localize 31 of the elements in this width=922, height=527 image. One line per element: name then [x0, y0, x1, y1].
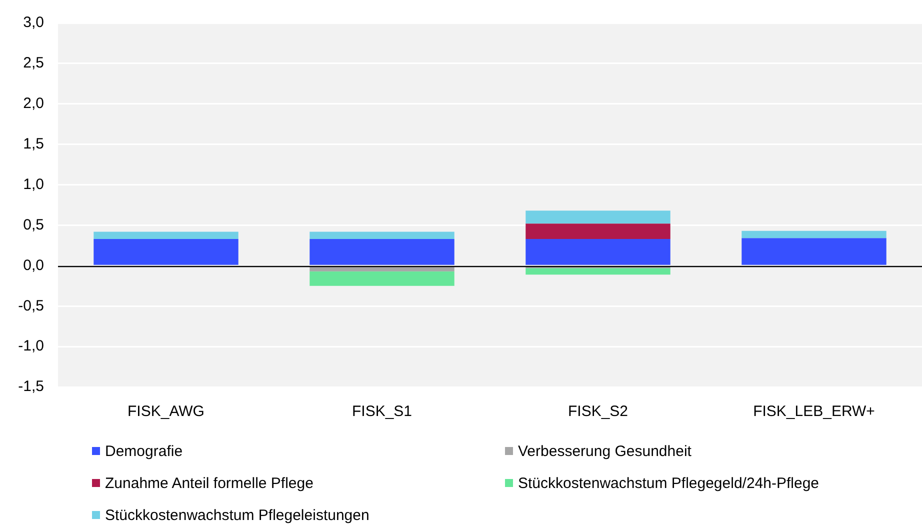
- y-tick-label: -1,5: [18, 378, 44, 396]
- bar: [742, 230, 886, 238]
- y-tick-label: 1,0: [23, 176, 44, 193]
- y-tick-label: -1,0: [18, 338, 44, 355]
- y-tick-label: 3,0: [23, 14, 44, 32]
- y-tick-label: 1,5: [23, 135, 44, 152]
- legend-label: Verbesserung Gesundheit: [518, 442, 692, 460]
- legend-label: Zunahme Anteil formelle Pflege: [105, 474, 314, 492]
- y-tick-label: -0,5: [18, 297, 44, 314]
- bar: [94, 238, 238, 265]
- bar: [310, 232, 454, 239]
- x-tick-label: FISK_S1: [352, 403, 412, 420]
- bar: [310, 238, 454, 265]
- y-tick-label: 0,5: [23, 216, 44, 234]
- bar: [526, 224, 670, 239]
- bar: [310, 271, 454, 286]
- x-tick-label: FISK_LEB_ERW+: [753, 403, 876, 420]
- bar: [742, 238, 886, 265]
- bar: [526, 268, 670, 275]
- bar: [526, 238, 670, 265]
- y-tick-label: 0,0: [23, 256, 44, 274]
- x-tick-label: FISK_S2: [568, 403, 628, 420]
- x-tick-label: FISK_AWG: [128, 403, 204, 420]
- bar: [526, 210, 670, 224]
- y-tick-label: 2,0: [23, 95, 44, 112]
- legend-label: Stückkostenwachstum Pflegegeld/24h-Pflege: [518, 474, 820, 492]
- legend-label: Demografie: [105, 442, 183, 460]
- y-tick-label: 2,5: [23, 54, 44, 72]
- bar: [94, 232, 238, 239]
- legend-label: Stückkostenwachstum Pflegeleistungen: [105, 506, 370, 524]
- bar: [310, 266, 454, 272]
